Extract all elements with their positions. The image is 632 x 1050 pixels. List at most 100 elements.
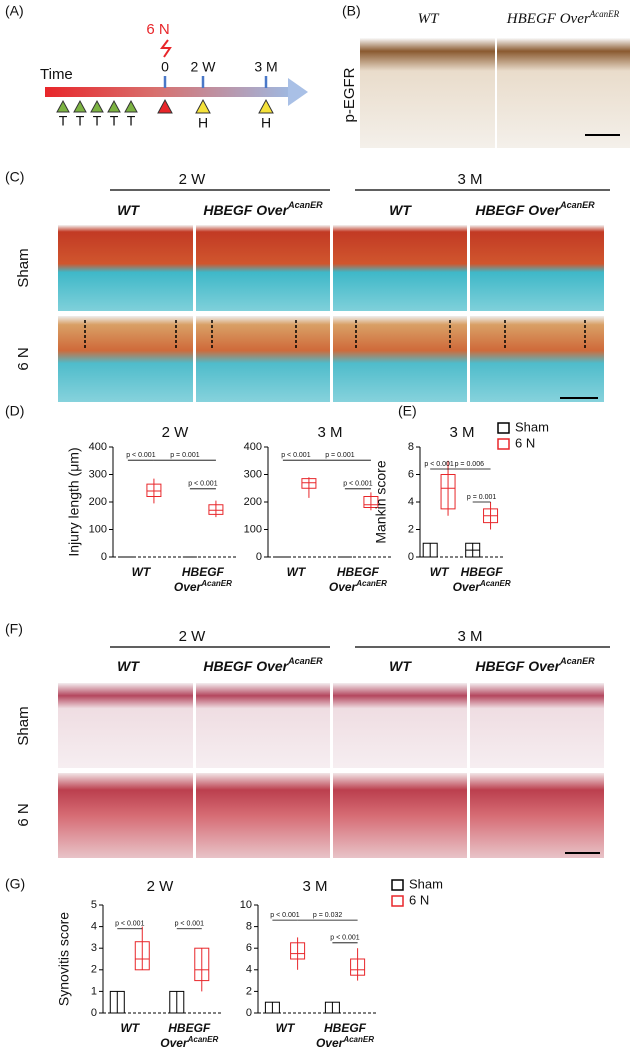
superscript: AcanER: [355, 579, 387, 588]
label-text: HBEGF Over: [475, 658, 561, 674]
timepoint-label: 0: [161, 59, 169, 75]
y-tick-label: 2: [246, 985, 252, 997]
column-label: HBEGF OverAcanER: [203, 200, 323, 217]
label-text: WT: [117, 202, 140, 218]
column-label: WT: [117, 658, 140, 674]
p-value: p < 0.001: [281, 452, 310, 459]
label-text: WT: [389, 202, 412, 218]
category-label: OverAcanER: [160, 1035, 218, 1050]
row-label: 6 N: [15, 347, 32, 370]
label-text: WT: [117, 658, 140, 674]
chart-title: 3 M: [449, 424, 474, 441]
superscript: AcanER: [479, 579, 511, 588]
legend-swatch: [497, 422, 510, 434]
column-label: HBEGF OverAcanER: [506, 9, 620, 27]
superscript: AcanER: [559, 200, 595, 210]
y-tick-label: 0: [256, 551, 262, 563]
group-label: 3 M: [457, 171, 482, 188]
p-value: p = 0.001: [170, 452, 199, 459]
p-value: p = 0.032: [313, 912, 342, 919]
legend-label: Sham: [409, 876, 443, 891]
time-label: Time: [40, 66, 73, 83]
timepoint-ticks: [163, 76, 268, 88]
y-tick-label: 400: [244, 441, 262, 453]
row-label: p-EGFR: [341, 67, 358, 122]
y-tick-label: 10: [240, 899, 252, 911]
panel-label: (G): [5, 876, 25, 892]
box: [440, 474, 456, 510]
panel-label: (D): [5, 403, 24, 419]
treatment-label: T: [127, 113, 136, 129]
y-tick-label: 1: [91, 985, 97, 997]
category-label: WT: [120, 1021, 140, 1035]
harvest-label: H: [261, 115, 271, 131]
category-label: WT: [276, 1021, 296, 1035]
column-label: HBEGF OverAcanER: [475, 656, 595, 673]
superscript: AcanER: [342, 1035, 374, 1044]
group-label: 3 M: [457, 628, 482, 645]
label-text: Over: [329, 580, 358, 594]
box: [146, 483, 162, 497]
column-label: WT: [389, 658, 412, 674]
injury-label: 6 N: [146, 21, 169, 38]
superscript: AcanER: [287, 656, 323, 666]
panel-label: (A): [5, 3, 24, 19]
y-tick-label: 200: [244, 496, 262, 508]
timeline-bar: [45, 87, 290, 97]
column-label: WT: [389, 202, 412, 218]
panel-label: (F): [5, 621, 23, 637]
row-label: Sham: [15, 706, 32, 745]
harvest-marker: [258, 98, 274, 114]
category-label: HBEGF: [461, 565, 504, 579]
p-value: p < 0.001: [330, 935, 359, 942]
safranin-images: [58, 225, 604, 402]
panel-label: (E): [398, 403, 417, 419]
p-value: p < 0.001: [126, 452, 155, 459]
timepoint-label: 3 M: [254, 59, 277, 75]
y-tick-label: 6: [246, 942, 252, 954]
box: [363, 496, 379, 508]
superscript: AcanER: [187, 1035, 219, 1044]
category-label: OverAcanER: [329, 579, 387, 595]
y-tick-label: 100: [89, 523, 107, 535]
y-tick-label: 4: [91, 921, 97, 933]
treatment-label: T: [76, 113, 85, 129]
category-label: HBEGF: [324, 1021, 367, 1035]
y-tick-label: 2: [91, 964, 97, 976]
box: [350, 958, 366, 976]
y-tick-label: 0: [101, 551, 107, 563]
row-label: Sham: [15, 248, 32, 287]
column-label: WT: [418, 11, 440, 27]
y-tick-label: 0: [246, 1007, 252, 1019]
p-value: p = 0.006: [455, 461, 484, 468]
column-label: HBEGF OverAcanER: [475, 200, 595, 217]
panel-label: (C): [5, 169, 24, 185]
y-tick-label: 6: [408, 468, 414, 480]
histology-image: [360, 38, 495, 148]
y-tick-label: 3: [91, 942, 97, 954]
timepoint-label: 2 W: [191, 59, 217, 75]
y-tick-label: 4: [408, 496, 414, 508]
row-label: 6 N: [15, 803, 32, 826]
y-tick-label: 0: [408, 551, 414, 563]
label-text: Over: [453, 580, 482, 594]
y-tick-label: 2: [408, 523, 414, 535]
injury-marker: [157, 98, 173, 114]
legend-label: Sham: [515, 419, 549, 434]
y-axis-label: Injury length (μm): [66, 447, 82, 556]
legend-label: 6 N: [409, 892, 429, 907]
group-label: 2 W: [179, 628, 207, 645]
column-label: WT: [117, 202, 140, 218]
category-label: WT: [132, 565, 152, 579]
y-tick-label: 4: [246, 964, 252, 976]
box: [208, 504, 224, 515]
label-text: WT: [389, 658, 412, 674]
category-label: OverAcanER: [174, 579, 232, 595]
treatment-label: T: [59, 113, 68, 129]
p-value: p = 0.001: [467, 494, 496, 501]
chart-title: 2 W: [162, 424, 190, 441]
legend-swatch: [391, 879, 404, 891]
legend-label: 6 N: [515, 435, 535, 450]
legend-swatch: [497, 438, 510, 450]
